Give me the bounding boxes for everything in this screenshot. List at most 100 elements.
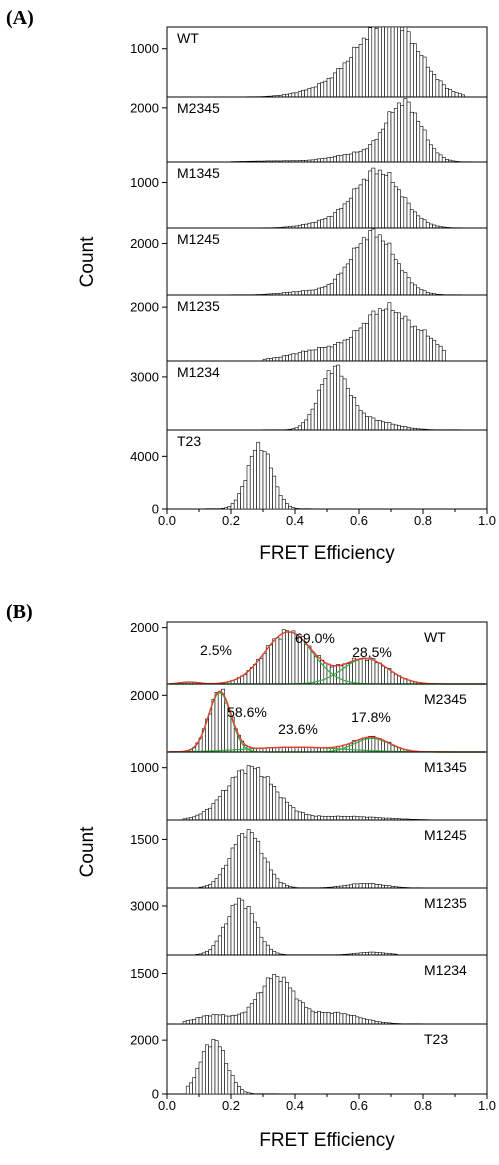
histogram-bar xyxy=(289,506,292,509)
histogram-bar xyxy=(237,771,240,820)
histogram-bar xyxy=(289,988,292,1024)
subplot-name-label: M1245 xyxy=(424,827,467,843)
histogram-bar xyxy=(378,170,381,228)
subplot-name-label: M1235 xyxy=(424,895,467,911)
histogram-bar xyxy=(356,330,359,361)
histogram-bar xyxy=(413,285,416,295)
histogram-bar xyxy=(282,499,285,509)
histogram-bar xyxy=(436,345,439,361)
histogram-bar xyxy=(426,336,429,361)
histogram-bar xyxy=(359,659,362,684)
histogram-bar xyxy=(221,1050,224,1094)
histogram-bar xyxy=(388,172,391,228)
histogram-bar xyxy=(359,884,362,888)
histogram-bar xyxy=(327,816,330,820)
histogram-bar xyxy=(369,171,372,228)
histogram-bar xyxy=(375,739,378,752)
histogram-bar xyxy=(327,1012,330,1024)
histogram-bar xyxy=(231,1015,234,1024)
histogram-bar xyxy=(269,870,272,888)
histogram-bar xyxy=(369,883,372,888)
histogram-bar xyxy=(244,1012,247,1024)
histogram-bar xyxy=(343,63,346,97)
histogram-bar xyxy=(244,774,247,820)
percentage-label: 58.6% xyxy=(227,704,267,720)
histogram-bar xyxy=(225,865,228,888)
histogram-bar xyxy=(330,1014,333,1024)
histogram-bar xyxy=(401,319,404,361)
y-tick-label: 3000 xyxy=(130,369,159,384)
histogram-bar xyxy=(410,210,413,228)
histogram-bar xyxy=(269,949,272,955)
subplot-name-label: M1235 xyxy=(177,298,220,314)
histogram-bar xyxy=(362,179,365,228)
histogram-bar xyxy=(231,503,234,509)
histogram-bar xyxy=(228,506,231,509)
histogram-bar xyxy=(295,354,298,361)
histogram-bar xyxy=(372,659,375,684)
histogram-bar xyxy=(260,776,263,820)
histogram-bar xyxy=(225,508,228,509)
histogram-bar xyxy=(250,832,253,888)
histogram-bar xyxy=(234,844,237,888)
histogram-bar xyxy=(413,44,416,97)
subplot-name-label: T23 xyxy=(177,433,201,449)
histogram-bar xyxy=(375,29,378,97)
histogram-bar xyxy=(426,223,429,228)
histogram-bar xyxy=(417,52,420,98)
histogram-bar xyxy=(426,140,429,162)
histogram-bar xyxy=(356,247,359,295)
histogram-bar xyxy=(311,290,314,295)
histogram-bar xyxy=(394,27,397,97)
histogram-bar xyxy=(279,496,282,509)
histogram-bar xyxy=(289,806,292,820)
histogram-bar xyxy=(385,123,388,162)
histogram-bar xyxy=(247,1007,250,1024)
histogram-bar xyxy=(317,84,320,97)
histogram-bar xyxy=(266,862,269,888)
histogram-bar xyxy=(321,384,324,430)
histogram-bar xyxy=(381,422,384,430)
histogram-bar xyxy=(234,777,237,820)
histogram-bar xyxy=(196,1068,199,1094)
histogram-bar xyxy=(301,90,304,97)
histogram-bar xyxy=(365,660,368,684)
histogram-bar xyxy=(385,668,388,684)
histogram-bar xyxy=(231,1076,234,1095)
histogram-bar xyxy=(369,658,372,684)
histogram-bar xyxy=(279,882,282,888)
histogram-bar xyxy=(209,714,212,752)
histogram-bar xyxy=(362,149,365,162)
histogram-bar xyxy=(423,330,426,361)
histogram-bar xyxy=(365,240,368,295)
histogram-bar xyxy=(292,808,295,820)
histogram-bar xyxy=(423,130,426,162)
histogram-bar xyxy=(241,833,244,888)
histogram-bar xyxy=(250,766,253,820)
histogram-bar xyxy=(394,674,397,684)
histogram-bar xyxy=(273,786,276,820)
histogram-bar xyxy=(247,466,250,509)
histogram-bar xyxy=(298,353,301,361)
histogram-bar xyxy=(260,659,263,684)
subplot-name-label: M1234 xyxy=(177,364,220,380)
panel-a-xtick-3: 0.6 xyxy=(350,513,368,528)
histogram-bar xyxy=(298,92,301,97)
histogram-bar xyxy=(199,1017,202,1024)
y-tick-label: 1500 xyxy=(130,966,159,981)
histogram-bar xyxy=(266,978,269,1024)
subplot-name-label: M1245 xyxy=(177,231,220,247)
histogram-bar xyxy=(346,388,349,430)
histogram-bar xyxy=(193,1078,196,1094)
histogram-bar xyxy=(401,106,404,162)
histogram-bar xyxy=(234,1016,237,1024)
panel-a-xtick-5: 1.0 xyxy=(478,513,496,528)
histogram-bar xyxy=(276,638,279,684)
histogram-bar xyxy=(298,812,301,820)
histogram-bar xyxy=(337,209,340,228)
histogram-bar xyxy=(285,631,288,684)
histogram-bar xyxy=(308,646,311,684)
